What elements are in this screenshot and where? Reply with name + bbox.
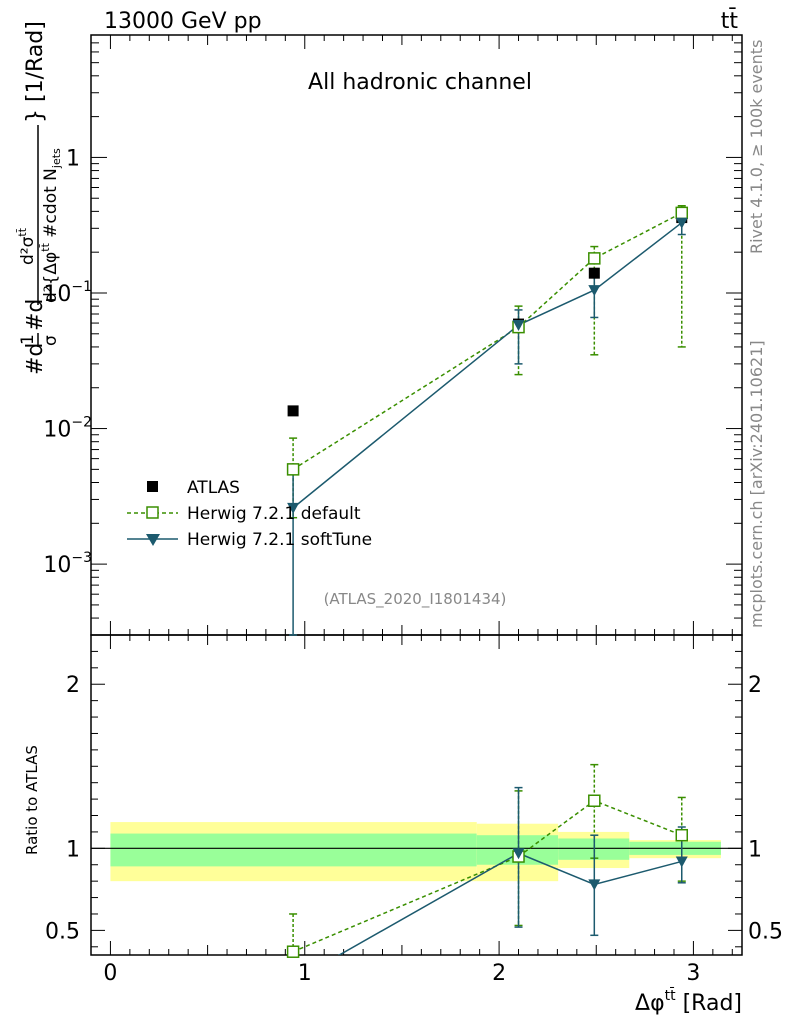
ratio-marker-softtune xyxy=(675,856,688,868)
y-axis-label-frac2-den: d²{Δφtt̄ #cdot Njets xyxy=(39,148,63,303)
marker-softtune xyxy=(512,320,525,332)
legend-entry-default: Herwig 7.2.1 default xyxy=(127,504,361,524)
y-axis-label: #d 1 σ #d d²σtt̄ d²{Δφtt̄ #cdot Njets } … xyxy=(16,21,63,375)
y-axis-label-frac2-den-base: d²{Δφ xyxy=(41,252,61,303)
marker-softtune xyxy=(675,217,688,229)
ratio-marker-softtune xyxy=(512,848,525,860)
ratio-y-tick-label-left: 0.5 xyxy=(45,919,80,944)
marker-atlas xyxy=(588,267,600,279)
x-tick-label: 0 xyxy=(103,961,117,986)
ratio-band-inner xyxy=(110,833,477,867)
y-axis-label-frac1-num: 1 xyxy=(18,334,38,345)
x-tick-label: 2 xyxy=(492,961,506,986)
ratio-y-tick-label-right: 2 xyxy=(748,673,762,698)
y-axis-label-prefix: #d xyxy=(23,343,48,375)
y-axis-label-frac1-den: σ xyxy=(41,335,61,346)
series-line-default xyxy=(292,212,683,470)
y-axis-label-frac2-den-suffix: #cdot N xyxy=(41,168,61,243)
marker-softtune xyxy=(588,285,601,297)
y-tick-label: 10−1 xyxy=(43,279,92,307)
tick-labels: 0 1 2 310−310−210−110.5 0.51 12 2 xyxy=(43,146,783,986)
legend-entry-softtune: Herwig 7.2.1 softTune xyxy=(127,530,372,550)
legend-label-atlas: ATLAS xyxy=(187,478,240,498)
x-tick-label: 3 xyxy=(686,961,700,986)
ratio-line-softtune xyxy=(337,852,682,955)
ratio-plot-frame xyxy=(90,634,743,956)
y-tick-label-base: 1 xyxy=(66,146,80,171)
series-line-softtune xyxy=(292,222,683,509)
y-tick-label-exponent: −2 xyxy=(71,415,92,431)
chart-title: All hadronic channel xyxy=(308,70,532,95)
ratio-y-tick-label-left: 2 xyxy=(66,673,80,698)
y-tick-label-base: 10 xyxy=(43,282,71,307)
y-tick-label-base: 10 xyxy=(43,418,71,443)
marker-atlas xyxy=(287,405,299,417)
y-tick-label-exponent: −1 xyxy=(71,279,92,295)
process-label: tt̄ xyxy=(721,8,739,34)
analysis-id-label: (ATLAS_2020_I1801434) xyxy=(324,590,507,609)
legend-label-softtune: Herwig 7.2.1 softTune xyxy=(187,530,372,550)
rivet-version-label: Rivet 4.1.0, ≥ 100k events xyxy=(747,40,766,254)
y-axis-label-frac2-num-sup: tt̄ xyxy=(16,227,29,236)
marker-default xyxy=(588,252,601,265)
y-axis-label-frac2-den-sub: jets xyxy=(50,148,63,169)
energy-label: 13000 GeV pp xyxy=(104,9,262,34)
ratio-marker-default xyxy=(286,945,300,958)
axis-ticks xyxy=(91,34,742,955)
ratio-y-tick-label-right: 0.5 xyxy=(748,919,783,944)
ratio-line-default xyxy=(292,799,683,953)
ratio-marker-default xyxy=(675,828,689,842)
ratio-marker-softtune xyxy=(588,879,601,891)
ratio-y-axis-label: Ratio to ATLAS xyxy=(23,745,41,855)
y-axis-label-suffix: } [1/Rad] xyxy=(23,21,48,123)
x-axis-label-unit: [Rad] xyxy=(676,991,742,1016)
ratio-marker-default xyxy=(588,794,601,807)
mcplots-label: mcplots.cern.ch [arXiv:2401.10621] xyxy=(747,340,766,628)
ratio-y-tick-label-right: 1 xyxy=(748,837,762,862)
y-tick-label: 10−3 xyxy=(43,550,92,578)
y-axis-label-frac2-num-base: d²σ xyxy=(18,236,38,265)
marker-default xyxy=(286,463,300,476)
ratio-y-tick-label-left: 1 xyxy=(66,837,80,862)
y-tick-label-exponent: −3 xyxy=(71,550,92,566)
marker-softtune xyxy=(287,502,300,514)
marker-default xyxy=(675,206,689,220)
legend-marker-atlas xyxy=(147,481,158,492)
x-axis-label-base: Δφ xyxy=(635,991,665,1016)
legend-entry-atlas: ATLAS xyxy=(147,478,240,498)
y-tick-label: 1 xyxy=(66,146,80,171)
legend-label-default: Herwig 7.2.1 default xyxy=(187,504,361,524)
x-axis-label: Δφtt̄ [Rad] xyxy=(635,986,742,1016)
x-axis-label-sup: tt̄ xyxy=(665,986,676,1004)
legend-marker-default xyxy=(146,506,159,519)
series-lines xyxy=(292,212,683,955)
y-axis-label-frac2-num: d²σtt̄ xyxy=(16,227,38,265)
y-axis-label-frac2-den-sup: tt̄ xyxy=(39,242,52,251)
y-tick-label: 10−2 xyxy=(43,415,92,443)
legend: ATLAS Herwig 7.2.1 default Herwig 7.2.1 … xyxy=(127,478,372,550)
y-tick-label-base: 10 xyxy=(43,553,71,578)
y-axis-label-mid: #d xyxy=(23,299,48,331)
x-tick-label: 1 xyxy=(298,961,312,986)
markers xyxy=(286,206,689,958)
legend-marker-softtune xyxy=(146,534,160,546)
